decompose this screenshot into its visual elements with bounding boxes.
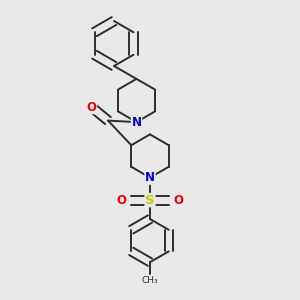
Text: O: O [173, 194, 184, 207]
Text: N: N [131, 116, 142, 129]
Text: O: O [116, 194, 127, 207]
Text: S: S [145, 194, 155, 207]
Text: N: N [145, 171, 155, 184]
Text: CH₃: CH₃ [142, 276, 158, 285]
Text: O: O [86, 100, 97, 114]
